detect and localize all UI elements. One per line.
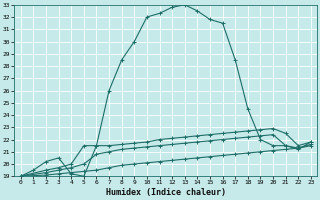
X-axis label: Humidex (Indice chaleur): Humidex (Indice chaleur) [106, 188, 226, 197]
